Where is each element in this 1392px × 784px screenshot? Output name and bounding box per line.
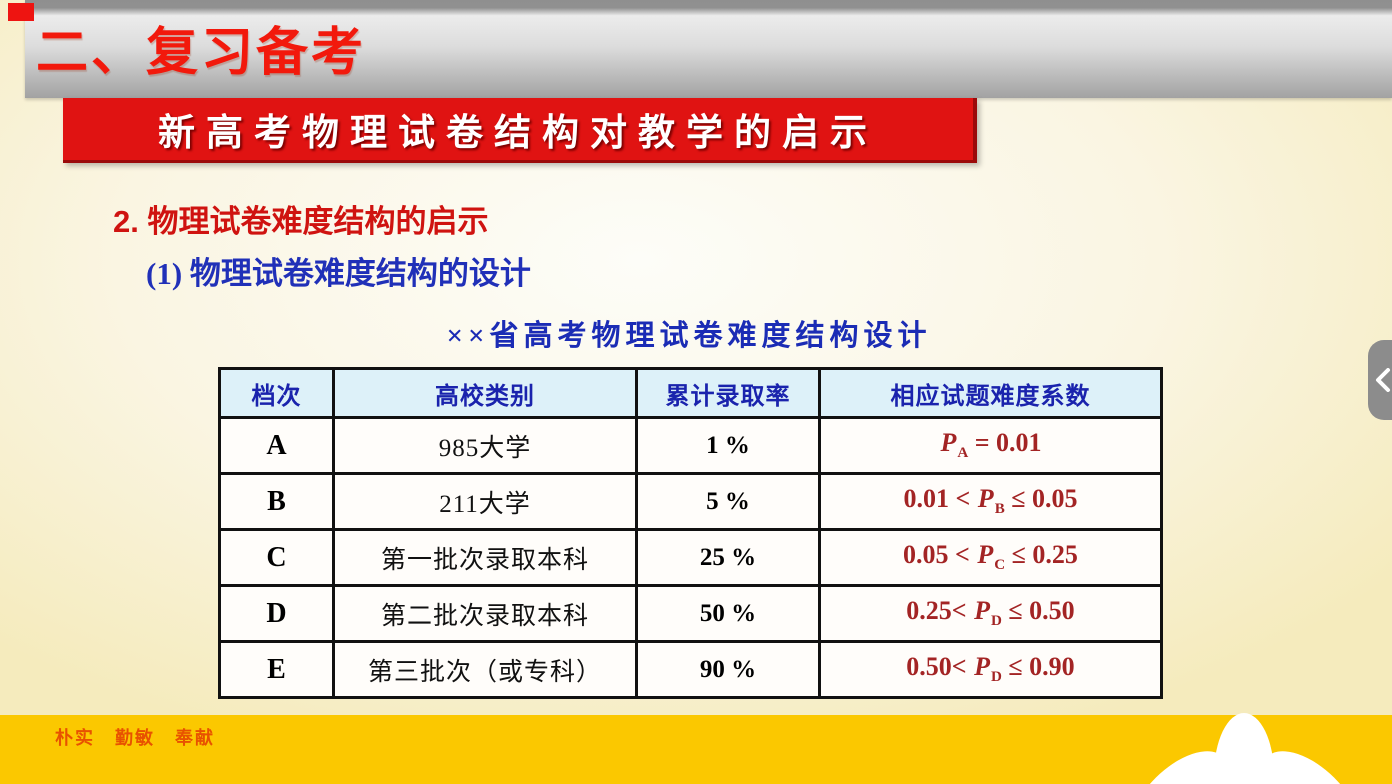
- sub-heading: (1) 物理试卷难度结构的设计: [146, 256, 531, 291]
- cell-grade: B: [218, 472, 335, 531]
- collapse-panel-button[interactable]: [1368, 340, 1392, 420]
- table-title: ××省高考物理试卷难度结构设计: [446, 320, 932, 352]
- cell-grade: C: [218, 528, 335, 587]
- cell-rate: 1 %: [635, 416, 821, 475]
- cell-grade: E: [218, 640, 335, 699]
- table-row: B 211大学 5 % 0.01 < PB ≤ 0.05: [218, 472, 1163, 531]
- cell-diff: 0.01 < PB ≤ 0.05: [818, 472, 1163, 531]
- cell-category: 第三批次（或专科）: [332, 640, 638, 699]
- cell-diff: 0.50< PD ≤ 0.90: [818, 640, 1163, 699]
- table-row: C 第一批次录取本科 25 % 0.05 < PC ≤ 0.25: [218, 528, 1163, 587]
- table-header-row: 档次 高校类别 累计录取率 相应试题难度系数: [218, 367, 1163, 419]
- table-row: D 第二批次录取本科 50 % 0.25< PD ≤ 0.50: [218, 584, 1163, 643]
- school-motto: 朴实 勤敏 奉献: [55, 728, 215, 748]
- cell-rate: 90 %: [635, 640, 821, 699]
- lotus-flower-icon: [1132, 713, 1358, 784]
- column-header: 高校类别: [332, 367, 638, 419]
- cell-category: 第二批次录取本科: [332, 584, 638, 643]
- slide-title: 二、复习备考: [36, 24, 367, 82]
- subtitle-banner-text: 新高考物理试卷结构对教学的启示: [158, 113, 878, 154]
- section-heading: 2. 物理试卷难度结构的启示: [113, 204, 489, 239]
- table-row: A 985大学 1 % PA = 0.01: [218, 416, 1163, 475]
- cell-grade: D: [218, 584, 335, 643]
- subtitle-banner: 新高考物理试卷结构对教学的启示: [63, 98, 977, 163]
- cell-category: 第一批次录取本科: [332, 528, 638, 587]
- footer-bar: 朴实 勤敏 奉献: [0, 715, 1392, 784]
- table-body: A 985大学 1 % PA = 0.01 B 211大学 5 % 0.01 < PB ≤ 0…: [218, 416, 1163, 699]
- column-header: 累计录取率: [635, 367, 821, 419]
- cell-diff: 0.05 < PC ≤ 0.25: [818, 528, 1163, 587]
- cell-category: 211大学: [332, 472, 638, 531]
- top-banner: [25, 0, 1392, 98]
- cell-rate: 50 %: [635, 584, 821, 643]
- cell-rate: 25 %: [635, 528, 821, 587]
- chevron-left-icon: [1376, 368, 1390, 392]
- table-row: E 第三批次（或专科） 90 % 0.50< PD ≤ 0.90: [218, 640, 1163, 699]
- difficulty-table: 档次 高校类别 累计录取率 相应试题难度系数 A 985大学 1 % PA = 0.01 B 2…: [218, 367, 1163, 699]
- column-header: 相应试题难度系数: [818, 367, 1163, 419]
- cell-diff: 0.25< PD ≤ 0.50: [818, 584, 1163, 643]
- cell-diff: PA = 0.01: [818, 416, 1163, 475]
- cell-grade: A: [218, 416, 335, 475]
- corner-accent: [8, 3, 34, 21]
- cell-category: 985大学: [332, 416, 638, 475]
- cell-rate: 5 %: [635, 472, 821, 531]
- column-header: 档次: [218, 367, 335, 419]
